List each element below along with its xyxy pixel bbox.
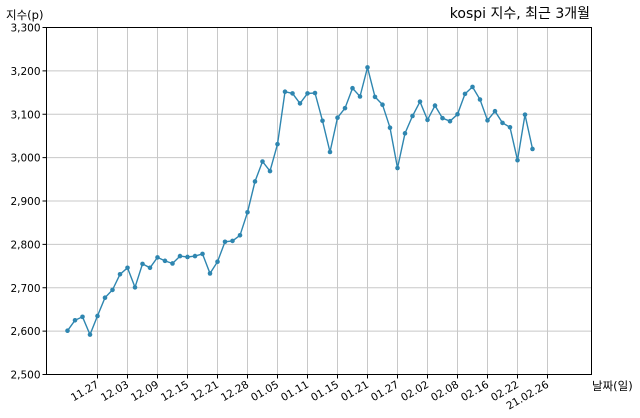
series-layer: [65, 65, 535, 337]
data-point: [425, 117, 430, 123]
y-tick-label: 2,700: [10, 283, 40, 295]
data-point: [500, 120, 505, 126]
data-point: [507, 124, 513, 130]
x-tick-label: 12.03: [99, 379, 131, 404]
data-point: [522, 112, 528, 117]
y-axis-label: 지수(p): [6, 8, 43, 22]
data-point: [260, 159, 265, 164]
data-point: [455, 111, 460, 117]
y-tick-label: 2,900: [10, 196, 40, 208]
data-point: [170, 261, 175, 266]
data-point: [380, 102, 385, 108]
data-point: [237, 232, 243, 238]
y-tick-label: 3,000: [10, 153, 40, 165]
data-point: [177, 253, 183, 259]
data-point: [80, 314, 85, 320]
data-point: [432, 103, 438, 108]
data-point: [462, 91, 468, 97]
data-point: [350, 85, 355, 91]
x-tick-label: 01.21: [339, 379, 371, 404]
data-point: [477, 97, 483, 102]
data-point: [335, 115, 340, 121]
data-point: [117, 272, 123, 277]
data-point: [275, 141, 280, 147]
y-tick-label: 2,600: [10, 326, 40, 338]
data-point: [387, 125, 393, 130]
x-tick-label: 01.27: [369, 379, 401, 404]
data-point: [215, 259, 220, 265]
x-tick-label: 11.27: [69, 379, 101, 404]
data-point: [245, 209, 250, 215]
data-point: [252, 179, 258, 184]
y-tick-label: 3,300: [10, 23, 40, 35]
data-point: [485, 118, 490, 123]
data-point: [87, 332, 93, 337]
data-point: [207, 271, 213, 276]
data-point: [230, 238, 235, 244]
data-point: [447, 118, 453, 124]
data-point: [402, 131, 408, 136]
data-point: [327, 149, 333, 155]
data-point: [110, 287, 115, 293]
data-point: [222, 239, 228, 245]
x-tick-label: 12.21: [189, 379, 221, 404]
data-point: [440, 115, 445, 121]
x-tick-label: 02.02: [399, 379, 431, 404]
data-point: [267, 168, 273, 174]
data-point: [290, 91, 295, 96]
data-point: [357, 94, 363, 99]
data-point: [125, 265, 130, 271]
y-axis-ticks: 2,500 2,600 2,700 2,800 2,900 3,000 3,100 3,200…: [10, 23, 47, 382]
data-point: [282, 89, 288, 94]
data-point: [410, 113, 415, 119]
x-tick-label: 12.28: [219, 379, 251, 404]
data-point: [312, 90, 318, 96]
y-tick-label: 3,100: [10, 109, 40, 121]
x-tick-label: 01.05: [249, 379, 281, 404]
data-point: [162, 258, 168, 264]
data-point: [192, 253, 198, 259]
data-point: [492, 108, 498, 114]
x-tick-label: 01.15: [309, 379, 341, 404]
data-point: [185, 254, 190, 260]
data-point: [470, 84, 475, 90]
data-point: [297, 101, 303, 106]
grid: [46, 27, 592, 375]
x-tick-label: 02.16: [459, 379, 491, 405]
data-point: [515, 157, 520, 163]
data-point: [140, 261, 145, 267]
data-point: [95, 313, 100, 319]
x-tick-label: 01.11: [279, 379, 311, 404]
data-point: [72, 317, 78, 323]
y-tick-label: 3,200: [10, 66, 40, 78]
data-point: [200, 251, 205, 257]
data-point: [342, 105, 348, 111]
data-point: [147, 265, 153, 271]
y-tick-label: 2,800: [10, 239, 40, 251]
data-point: [372, 94, 378, 100]
data-point: [102, 295, 108, 301]
data-point: [417, 99, 423, 104]
x-axis-label: 날짜(일): [592, 379, 633, 393]
data-point: [155, 255, 160, 260]
data-point: [65, 328, 70, 333]
data-point: [320, 118, 325, 124]
data-point: [395, 165, 400, 171]
y-tick-label: 2,500: [10, 370, 40, 382]
data-point: [132, 285, 138, 290]
x-tick-label: 02.08: [429, 379, 461, 404]
data-point: [305, 91, 310, 96]
chart-title: kospi 지수, 최근 3개월: [450, 6, 590, 22]
x-tick-label: 12.09: [129, 379, 161, 404]
x-axis-ticks: 11.2712.0312.0912.1512.2112.2801.0501.11…: [69, 374, 551, 412]
data-point: [365, 65, 370, 70]
data-point: [530, 146, 535, 152]
x-tick-label: 12.15: [159, 379, 191, 404]
